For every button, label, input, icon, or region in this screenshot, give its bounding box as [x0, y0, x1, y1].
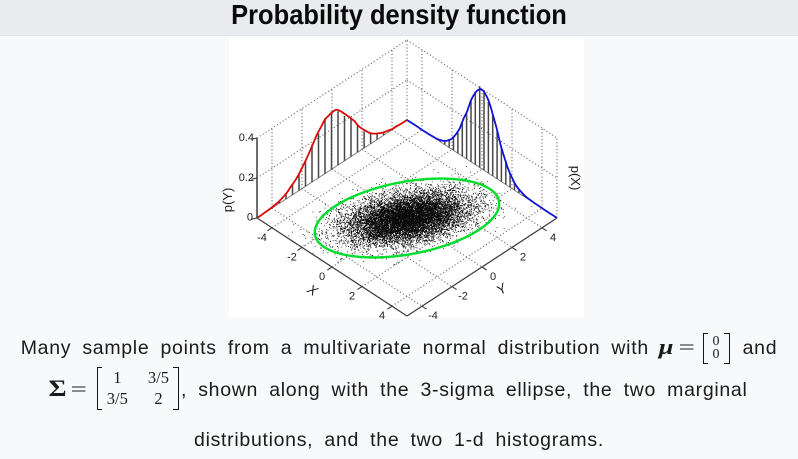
svg-text:4: 4 — [550, 232, 556, 244]
svg-text:p(X): p(X) — [568, 166, 583, 191]
svg-text:0: 0 — [247, 212, 253, 224]
svg-text:0: 0 — [319, 271, 325, 283]
svg-text:p(Y): p(Y) — [220, 188, 235, 213]
svg-text:X: X — [304, 281, 321, 300]
svg-text:-2: -2 — [458, 291, 468, 303]
svg-text:-4: -4 — [257, 232, 267, 244]
svg-text:2: 2 — [349, 291, 355, 303]
svg-text:Y: Y — [494, 280, 511, 298]
svg-text:-2: -2 — [287, 251, 297, 263]
svg-text:0.4: 0.4 — [239, 132, 254, 144]
svg-text:-4: -4 — [428, 310, 438, 322]
svg-text:2: 2 — [520, 251, 526, 263]
svg-text:0.2: 0.2 — [239, 172, 254, 184]
svg-text:0: 0 — [490, 271, 496, 283]
svg-text:4: 4 — [379, 310, 385, 322]
